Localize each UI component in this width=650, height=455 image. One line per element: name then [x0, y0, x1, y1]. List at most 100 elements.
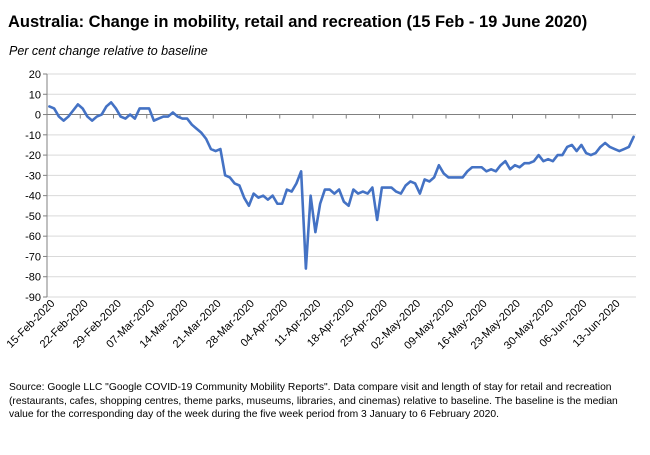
- data-point: [243, 196, 246, 199]
- data-point: [195, 127, 198, 130]
- data-point: [205, 137, 208, 140]
- y-tick-label: -20: [25, 150, 41, 162]
- data-point: [62, 119, 65, 122]
- data-point: [380, 186, 383, 189]
- data-point: [556, 154, 559, 156]
- data-point: [214, 150, 217, 152]
- data-point: [447, 176, 450, 179]
- data-point: [404, 184, 407, 187]
- data-point: [114, 107, 117, 110]
- y-tick-label: -30: [25, 170, 41, 182]
- data-point: [547, 158, 550, 161]
- y-tick-label: -80: [25, 272, 41, 284]
- data-point: [627, 146, 630, 148]
- data-point: [290, 190, 293, 193]
- data-point: [266, 198, 269, 201]
- data-point: [357, 192, 360, 195]
- data-point: [48, 105, 51, 108]
- y-tick-label: -60: [25, 231, 41, 243]
- data-point: [57, 115, 60, 118]
- data-point: [542, 160, 545, 163]
- data-point: [433, 176, 436, 179]
- y-tick-label: -50: [25, 211, 41, 223]
- data-point: [300, 170, 303, 173]
- data-point: [304, 267, 307, 270]
- data-point: [518, 166, 521, 169]
- data-point: [561, 154, 564, 156]
- series: [48, 101, 635, 270]
- line-chart: 20 10 0 -10 -20 -30 -40 -50 -60 -70 -80 -90 15-Feb-…: [4, 69, 636, 352]
- data-point: [53, 107, 56, 110]
- data-point: [575, 150, 578, 152]
- data-point: [551, 160, 554, 163]
- data-point: [338, 188, 341, 191]
- gridlines: [47, 73, 636, 298]
- data-point: [138, 107, 141, 110]
- data-point: [238, 184, 241, 187]
- data-point: [385, 186, 388, 189]
- data-point: [399, 192, 402, 195]
- data-point: [528, 162, 531, 165]
- data-point: [129, 113, 132, 116]
- data-point: [328, 188, 331, 191]
- data-point: [494, 170, 497, 173]
- data-point: [437, 164, 440, 167]
- data-point: [580, 144, 583, 146]
- data-point: [76, 103, 79, 106]
- data-point: [608, 146, 611, 148]
- data-point: [618, 150, 621, 152]
- data-point: [409, 180, 412, 183]
- data-point: [124, 117, 127, 120]
- data-point: [475, 166, 478, 169]
- data-point: [428, 180, 431, 183]
- y-tick-label: 10: [29, 89, 41, 101]
- data-point: [376, 219, 379, 221]
- data-point: [176, 115, 179, 118]
- data-point: [162, 115, 165, 118]
- data-point: [167, 115, 170, 118]
- data-point: [632, 135, 635, 138]
- data-point: [95, 115, 98, 118]
- data-point: [233, 182, 236, 185]
- data-point: [285, 188, 288, 191]
- data-point: [585, 152, 588, 154]
- data-point: [456, 176, 459, 179]
- data-point: [466, 170, 469, 173]
- data-point: [72, 109, 75, 112]
- data-point: [418, 192, 421, 195]
- data-point: [347, 204, 350, 207]
- data-point: [499, 164, 502, 167]
- y-tick-label: -10: [25, 130, 41, 142]
- data-point: [309, 194, 312, 197]
- data-point: [143, 107, 146, 110]
- data-point: [323, 188, 326, 191]
- data-point: [247, 204, 250, 207]
- y-tick-label: -70: [25, 251, 41, 263]
- data-point: [209, 148, 212, 150]
- data-point: [461, 176, 464, 179]
- data-point: [509, 168, 512, 171]
- data-point: [100, 113, 103, 116]
- data-point: [442, 172, 445, 175]
- data-point: [133, 117, 136, 120]
- data-point: [200, 131, 203, 134]
- data-point: [414, 182, 417, 185]
- series-line: [48, 101, 635, 270]
- data-point: [219, 148, 222, 150]
- data-point: [314, 231, 317, 234]
- data-point: [319, 202, 322, 205]
- data-point: [81, 107, 84, 110]
- data-point: [257, 196, 260, 199]
- data-point: [276, 202, 279, 205]
- data-point: [157, 117, 160, 120]
- data-point: [148, 107, 151, 110]
- chart-subtitle: Per cent change relative to baseline: [9, 44, 208, 58]
- data-point: [623, 148, 626, 150]
- data-point: [390, 186, 393, 189]
- data-point: [452, 176, 455, 179]
- data-point: [566, 146, 569, 148]
- data-point: [91, 119, 94, 122]
- data-point: [190, 123, 193, 126]
- y-tick-label: 0: [35, 110, 41, 122]
- data-point: [513, 164, 516, 167]
